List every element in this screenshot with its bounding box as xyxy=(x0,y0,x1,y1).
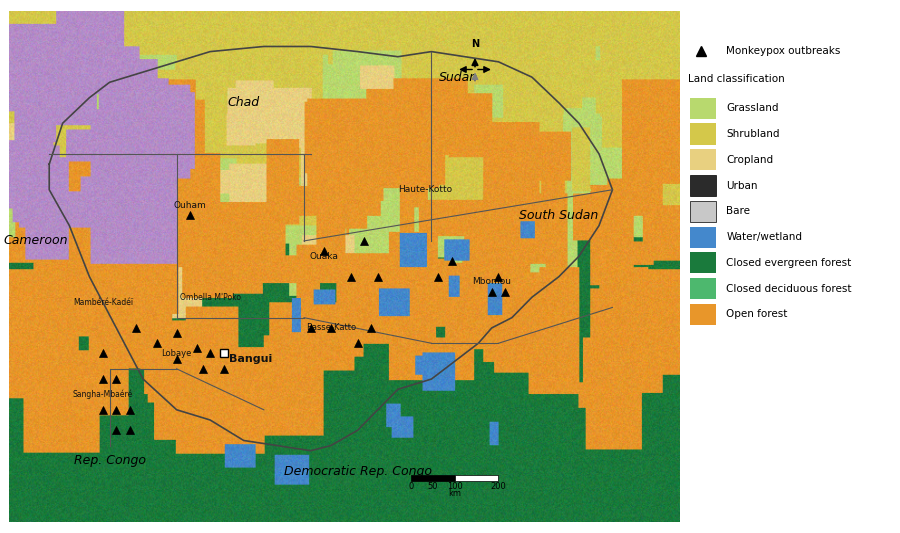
Bar xyxy=(411,475,454,481)
Text: 100: 100 xyxy=(447,482,463,491)
Text: Cropland: Cropland xyxy=(726,155,773,165)
Text: Haute-Kotto: Haute-Kotto xyxy=(398,185,452,194)
Bar xyxy=(454,475,499,481)
Text: Urban: Urban xyxy=(726,181,758,191)
Text: Water/wetland: Water/wetland xyxy=(726,232,802,242)
Text: Sudan: Sudan xyxy=(438,71,478,84)
Bar xyxy=(690,175,716,196)
Text: Cameroon: Cameroon xyxy=(4,235,68,247)
Text: South Sudan: South Sudan xyxy=(519,209,598,222)
Text: Mambéré-Kadéï: Mambéré-Kadéï xyxy=(73,298,133,307)
Bar xyxy=(690,124,716,144)
Bar xyxy=(690,278,716,299)
Text: Open forest: Open forest xyxy=(726,310,788,319)
Text: Ouham: Ouham xyxy=(174,200,206,209)
Text: Ombella M'Poko: Ombella M'Poko xyxy=(180,293,240,302)
Text: Shrubland: Shrubland xyxy=(726,129,779,139)
Bar xyxy=(690,201,716,222)
Text: Mbomou: Mbomou xyxy=(472,277,511,286)
Text: Grassland: Grassland xyxy=(726,103,778,113)
Text: Democratic Rep. Congo: Democratic Rep. Congo xyxy=(284,465,432,478)
Text: Monkeypox outbreaks: Monkeypox outbreaks xyxy=(726,46,841,55)
Text: Basse-Katto: Basse-Katto xyxy=(306,324,356,333)
Text: Chad: Chad xyxy=(228,96,260,109)
Bar xyxy=(690,227,716,248)
Text: N: N xyxy=(471,39,479,49)
Text: Rep. Congo: Rep. Congo xyxy=(74,455,146,467)
Bar xyxy=(690,98,716,119)
Text: Ouaka: Ouaka xyxy=(310,252,338,261)
Text: Sangha-Mbaéré: Sangha-Mbaéré xyxy=(73,390,133,399)
Text: Land classification: Land classification xyxy=(688,75,785,84)
Text: 0: 0 xyxy=(409,482,414,491)
Text: Bare: Bare xyxy=(726,206,751,216)
Text: Lobaye: Lobaye xyxy=(161,349,192,358)
Bar xyxy=(690,304,716,325)
Text: 200: 200 xyxy=(491,482,507,491)
Text: km: km xyxy=(448,489,462,498)
Bar xyxy=(690,252,716,273)
Bar xyxy=(690,149,716,171)
Text: 50: 50 xyxy=(428,482,438,491)
Text: Closed evergreen forest: Closed evergreen forest xyxy=(726,258,851,268)
Text: Bangui: Bangui xyxy=(229,353,272,364)
Text: Closed deciduous forest: Closed deciduous forest xyxy=(726,284,851,294)
